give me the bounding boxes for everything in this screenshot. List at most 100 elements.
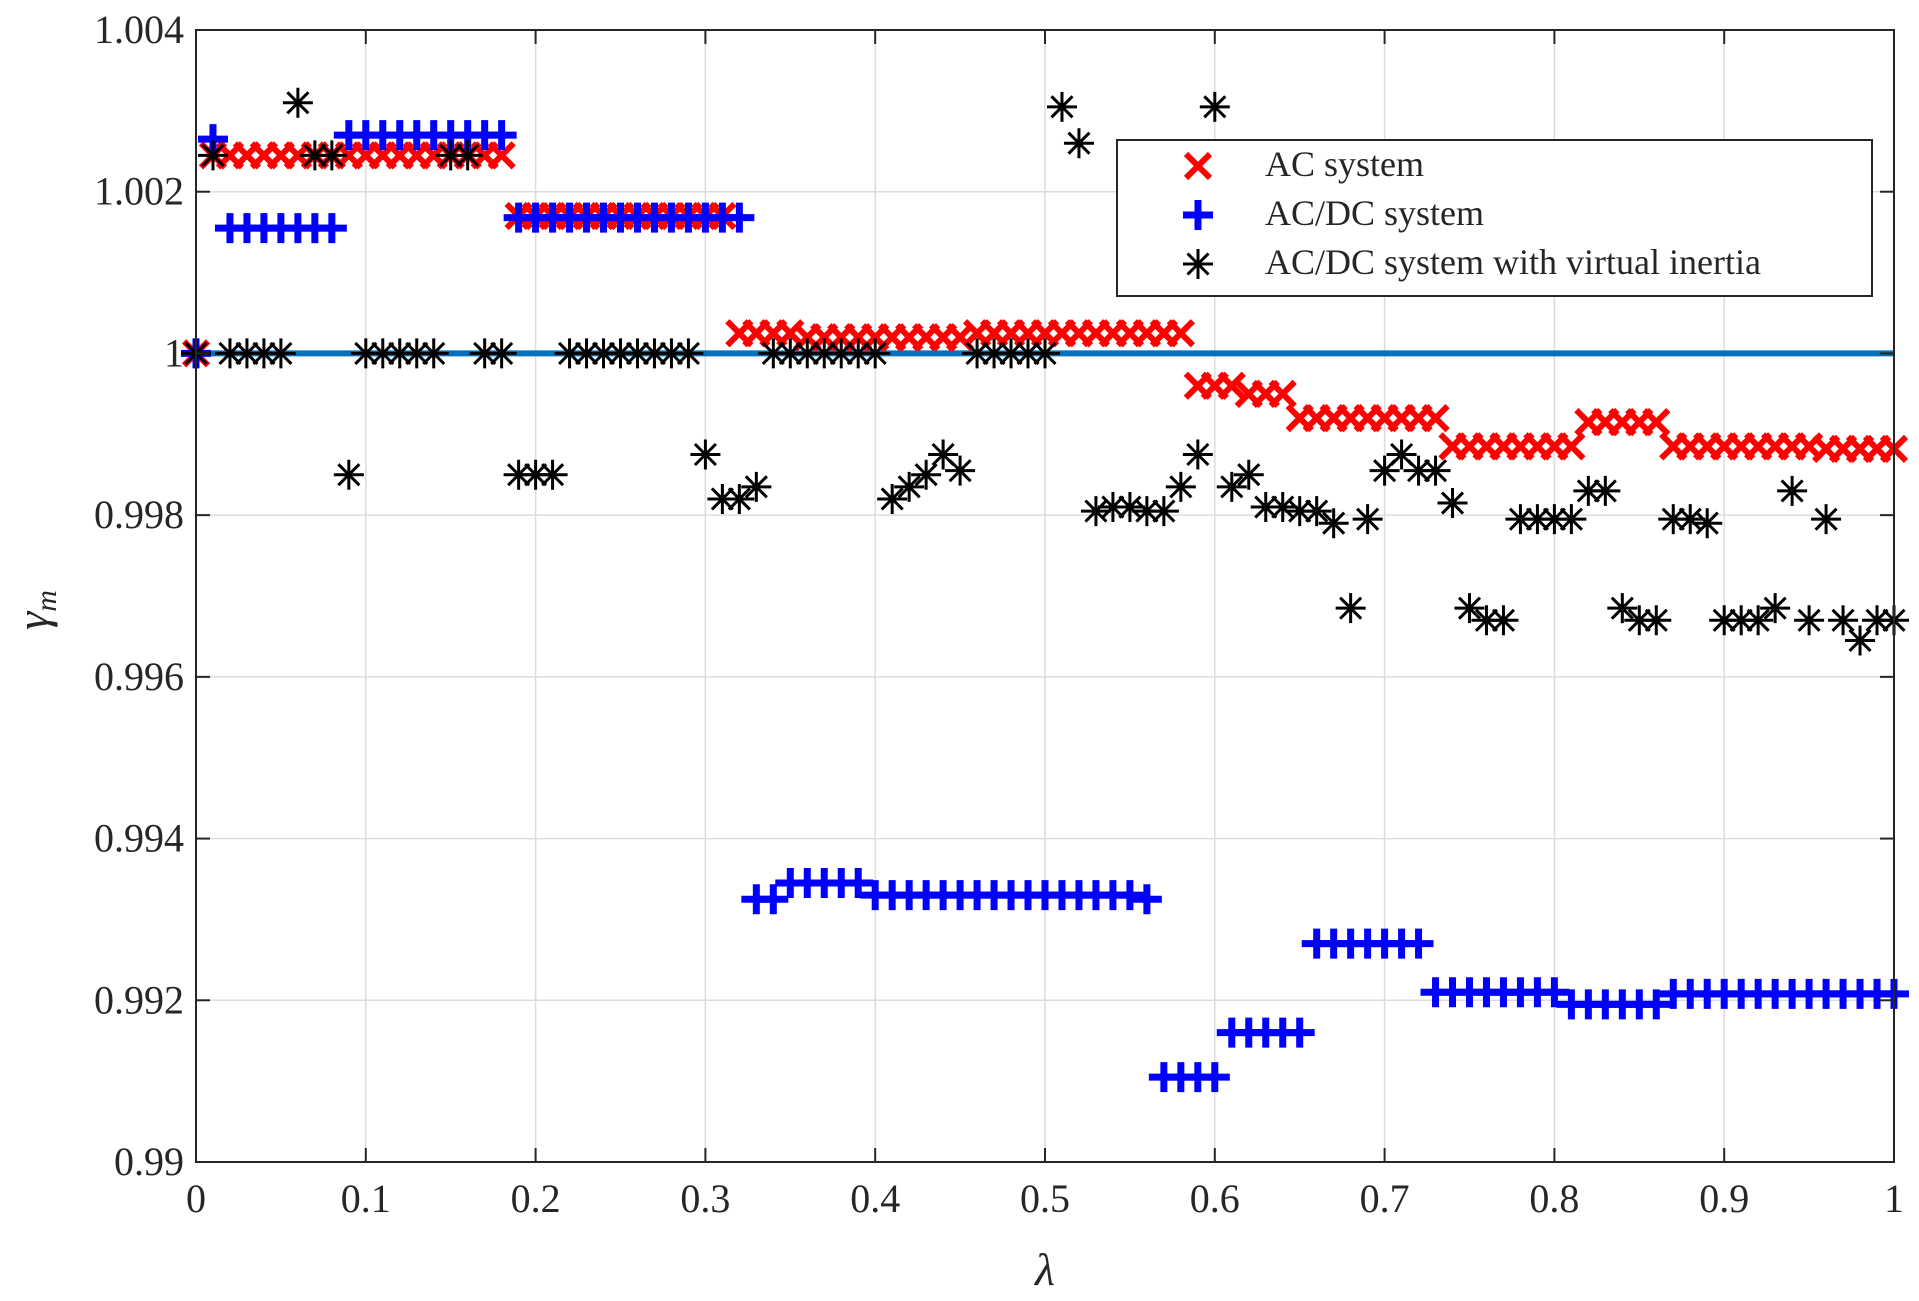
acdc-virtual-inertia-point (1318, 508, 1349, 539)
acdc-virtual-inertia-point (1641, 605, 1672, 636)
legend-marker-acdc-system (1183, 200, 1213, 230)
acdc-virtual-inertia-point (911, 459, 942, 490)
legend-marker-plus (1183, 200, 1213, 230)
acdc-virtual-inertia-point (418, 338, 449, 369)
acdc-virtual-inertia-point (1335, 593, 1366, 624)
ac-system-point (1642, 408, 1671, 437)
acdc-virtual-inertia-point (248, 338, 279, 369)
acdc-virtual-inertia-point (826, 338, 857, 369)
legend-marker-x (1183, 151, 1213, 181)
x-tick-label: 0.3 (680, 1176, 730, 1221)
acdc-virtual-inertia-point (1811, 504, 1842, 535)
legend-label-ac-system: AC system (1265, 144, 1424, 184)
acdc-virtual-inertia-point (1148, 496, 1179, 527)
acdc-virtual-inertia-point (1573, 475, 1604, 506)
legend-box (1116, 139, 1873, 297)
acdc-virtual-inertia-point (758, 338, 789, 369)
acdc-system-point (1539, 977, 1570, 1008)
acdc-virtual-inertia-point (860, 338, 891, 369)
acdc-virtual-inertia-point (1539, 504, 1570, 535)
data-marks (181, 87, 1909, 1093)
legend-marker-asterisk (1183, 249, 1213, 279)
ac-system-point (1268, 379, 1297, 408)
legend-label-acdc-virtual-inertia: AC/DC system with virtual inertia (1265, 242, 1761, 282)
acdc-virtual-inertia-point (486, 338, 517, 369)
acdc-virtual-inertia-point (979, 338, 1010, 369)
acdc-virtual-inertia-point (1454, 593, 1485, 624)
acdc-virtual-inertia-point (1658, 504, 1689, 535)
acdc-virtual-inertia-point (962, 338, 993, 369)
acdc-virtual-inertia-point (1794, 605, 1825, 636)
ac-system-point (487, 141, 516, 170)
acdc-virtual-inertia-point (928, 439, 959, 470)
x-tick-label: 0.6 (1190, 1176, 1240, 1221)
y-axis-ticks: 0.99 0.992 0.994 0.996 0.998 1 1.002 1.004 (94, 7, 1894, 1184)
acdc-virtual-inertia-point (214, 338, 245, 369)
acdc-virtual-inertia-point (1182, 439, 1213, 470)
acdc-system-point (1199, 1062, 1230, 1093)
acdc-virtual-inertia-point (1590, 475, 1621, 506)
acdc-virtual-inertia-point (316, 140, 347, 171)
acdc-virtual-inertia-point (1165, 471, 1196, 502)
acdc-virtual-inertia-point (605, 338, 636, 369)
ac-system-point (1166, 319, 1195, 348)
y-tick-label: 0.998 (94, 492, 184, 537)
acdc-virtual-inertia-point (1777, 475, 1808, 506)
acdc-virtual-inertia-point (1352, 504, 1383, 535)
acdc-virtual-inertia-point (452, 140, 483, 171)
acdc-virtual-inertia-point (792, 338, 823, 369)
acdc-virtual-inertia-point (1709, 605, 1740, 636)
acdc-virtual-inertia-point (1488, 605, 1519, 636)
acdc-virtual-inertia-point (1216, 471, 1247, 502)
y-tick-label: 1.002 (94, 169, 184, 214)
x-axis-label: λ (1033, 1244, 1055, 1295)
acdc-virtual-inertia-point (333, 459, 364, 490)
acdc-system-point (843, 868, 874, 899)
acdc-system-point (1284, 1017, 1315, 1048)
acdc-virtual-inertia-point (1284, 496, 1315, 527)
acdc-virtual-inertia-point (656, 338, 687, 369)
legend-entry-ac-system: AC system (1183, 144, 1424, 184)
x-tick-label: 0.7 (1360, 1176, 1410, 1221)
legend: AC system AC/DC system AC/DC system with… (1116, 139, 1873, 297)
acdc-system-point (1131, 884, 1162, 915)
y-tick-label: 0.992 (94, 977, 184, 1022)
x-tick-label: 1 (1884, 1176, 1904, 1221)
acdc-virtual-inertia-point (1692, 508, 1723, 539)
acdc-virtual-inertia-point (843, 338, 874, 369)
y-axis-label: γm (7, 590, 63, 630)
acdc-virtual-inertia-point (1403, 455, 1434, 486)
acdc-system-point (316, 213, 347, 244)
acdc-system-point (724, 202, 755, 233)
acdc-virtual-inertia-point (265, 338, 296, 369)
series-acdc-system (181, 120, 1909, 1093)
acdc-virtual-inertia-point (282, 87, 313, 118)
ac-system-point (1557, 432, 1586, 461)
acdc-system-point (1114, 880, 1145, 911)
x-tick-label: 0.8 (1529, 1176, 1579, 1221)
acdc-virtual-inertia-point (775, 338, 806, 369)
legend-entry-acdc-virtual-inertia: AC/DC system with virtual inertia (1183, 242, 1761, 282)
x-tick-label: 0.4 (850, 1176, 900, 1221)
acdc-virtual-inertia-point (1505, 504, 1536, 535)
acdc-virtual-inertia-point (1301, 496, 1332, 527)
acdc-virtual-inertia-point (1828, 605, 1859, 636)
acdc-virtual-inertia-point (1420, 455, 1451, 486)
acdc-system-point (486, 120, 517, 151)
acdc-virtual-inertia-point (1369, 455, 1400, 486)
acdc-virtual-inertia-point (1862, 605, 1893, 636)
acdc-virtual-inertia-point (384, 338, 415, 369)
acdc-virtual-inertia-point (1233, 459, 1264, 490)
acdc-virtual-inertia-point (1097, 492, 1128, 523)
y-tick-label: 1.004 (94, 7, 184, 52)
acdc-virtual-inertia-point (1726, 605, 1757, 636)
acdc-virtual-inertia-point (1471, 605, 1502, 636)
acdc-virtual-inertia-point (1845, 625, 1876, 656)
acdc-virtual-inertia-point (520, 459, 551, 490)
acdc-virtual-inertia-point (809, 338, 840, 369)
acdc-virtual-inertia-point (1522, 504, 1553, 535)
acdc-virtual-inertia-point (1556, 504, 1587, 535)
acdc-virtual-inertia-point (1386, 439, 1417, 470)
acdc-virtual-inertia-point (1437, 488, 1468, 519)
acdc-virtual-inertia-point (554, 338, 585, 369)
